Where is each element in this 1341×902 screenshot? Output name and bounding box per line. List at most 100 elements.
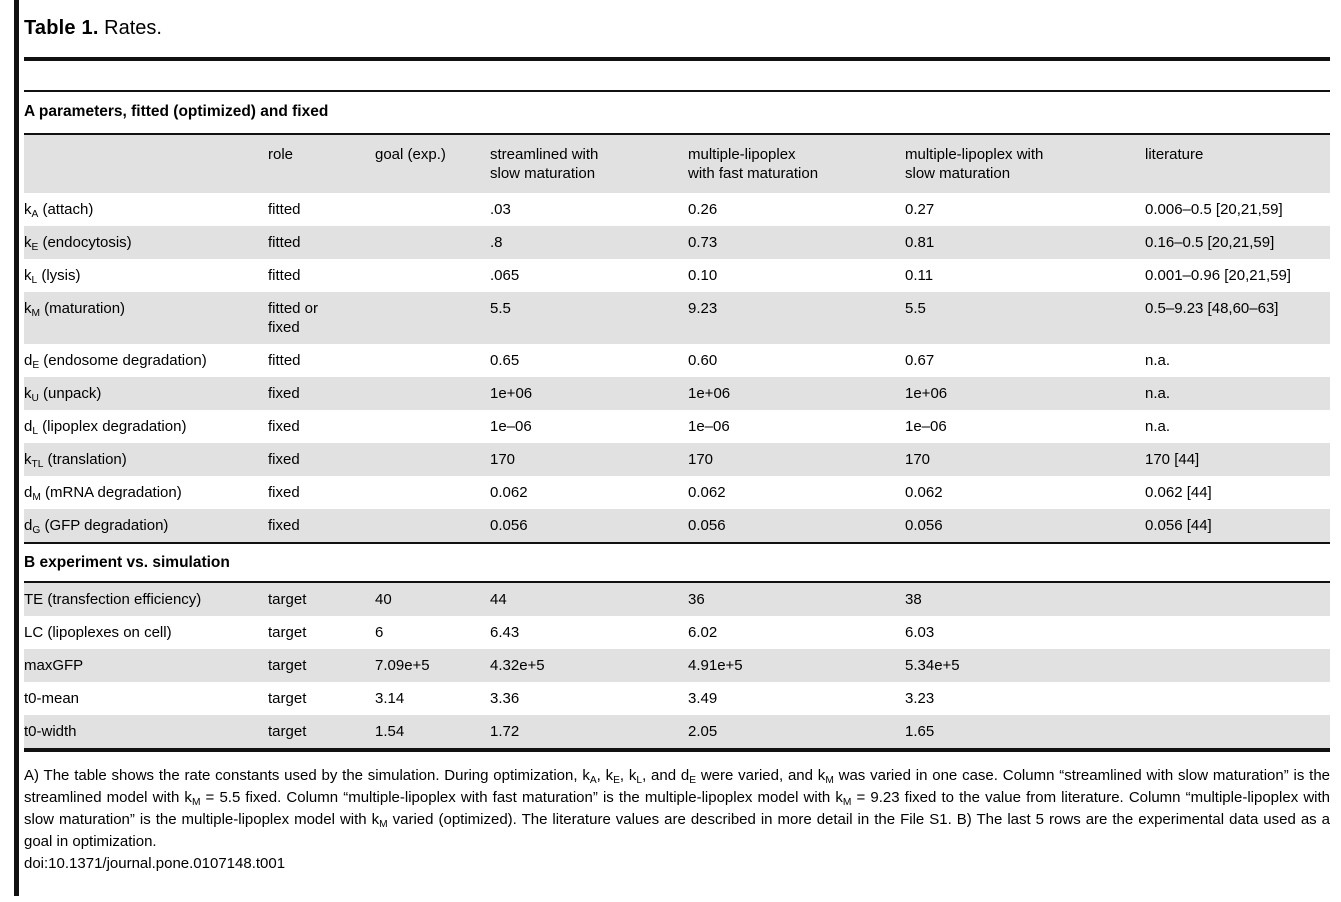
model-multi-slow-cell: 38 <box>905 591 922 608</box>
model-multi-slow-cell: 5.5 <box>905 300 926 317</box>
literature-cell <box>1145 582 1330 616</box>
goal-cell: 7.09e+5 <box>375 657 430 674</box>
model-multi-slow-cell: 1e–06 <box>905 418 947 435</box>
top-thick-rule <box>24 57 1330 61</box>
column-header-streamlined-slow: streamlined with slow maturation <box>490 133 688 193</box>
model-multi-fast-cell: 1e–06 <box>688 418 730 435</box>
model-multi-fast-cell: 9.23 <box>688 300 718 317</box>
param-cell: TE (transfection efficiency) <box>24 591 202 608</box>
header-row: role goal (exp.) streamlined with slow m… <box>24 133 1330 193</box>
literature-cell: 0.006–0.5 [20,21,59] <box>1145 201 1283 218</box>
model-multi-fast-cell: 0.60 <box>688 352 718 369</box>
literature-cell: n.a. <box>1145 352 1171 369</box>
table-row: kM (maturation) fitted or fixed 5.5 9.23 5.5… <box>24 292 1330 344</box>
table-row: dL (lipoplex degradation) fixed 1e–06 1e–06… <box>24 410 1330 443</box>
role-cell: fixed <box>268 451 300 468</box>
upper-thin-rule <box>24 61 1330 92</box>
role-cell: target <box>268 690 307 707</box>
model-streamlined-slow-cell: 3.36 <box>490 690 520 707</box>
role-cell: fitted <box>268 234 301 251</box>
param-cell: dE (endosome degradation) <box>24 352 207 371</box>
goal-cell <box>375 259 490 292</box>
model-streamlined-slow-cell: 1e–06 <box>490 418 532 435</box>
goal-cell: 1.54 <box>375 723 405 740</box>
role-cell: target <box>268 723 307 740</box>
role-cell: fixed <box>268 484 300 501</box>
model-streamlined-slow-cell: 6.43 <box>490 624 520 641</box>
model-multi-fast-cell: 1e+06 <box>688 385 731 402</box>
literature-cell: n.a. <box>1145 418 1171 435</box>
section-b-body: TE (transfection efficiency) target 40 44 36… <box>24 582 1330 750</box>
model-multi-slow-cell: 0.27 <box>905 201 935 218</box>
model-multi-slow-cell: 0.11 <box>905 267 934 284</box>
table-title-label: Table 1. <box>24 17 99 39</box>
literature-cell <box>1145 649 1330 682</box>
model-multi-slow-cell: 0.056 <box>905 517 943 534</box>
table-row: kA (attach) fitted .03 0.26 0.27 0.006–0.5 [2… <box>24 193 1330 226</box>
goal-cell <box>375 344 490 377</box>
table-row: kE (endocytosis) fitted .8 0.73 0.81 0.16–0.5… <box>24 226 1330 259</box>
literature-cell: 0.16–0.5 [20,21,59] <box>1145 234 1275 251</box>
literature-cell <box>1145 715 1330 750</box>
table-row: kL (lysis) fitted .065 0.10 0.11 0.001–0.96 [… <box>24 259 1330 292</box>
model-multi-fast-cell: 0.26 <box>688 201 718 218</box>
model-streamlined-slow-cell: 0.062 <box>490 484 528 501</box>
column-header-goal: goal (exp.) <box>375 133 490 193</box>
param-cell: dM (mRNA degradation) <box>24 484 182 503</box>
table-row: dG (GFP degradation) fixed 0.056 0.056 0.056… <box>24 509 1330 543</box>
goal-cell: 40 <box>375 591 392 608</box>
param-cell: t0-mean <box>24 690 80 707</box>
table-footnote: A) The table shows the rate constants us… <box>24 767 1331 850</box>
goal-cell <box>375 509 490 543</box>
table-row: t0-mean target 3.14 3.36 3.49 3.23 <box>24 682 1330 715</box>
table-row: dE (endosome degradation) fitted 0.65 0.60 0… <box>24 344 1330 377</box>
model-multi-fast-cell: 0.73 <box>688 234 718 251</box>
role-cell: target <box>268 657 307 674</box>
column-header-literature: literature <box>1145 133 1330 193</box>
model-multi-slow-cell: 6.03 <box>905 624 935 641</box>
role-cell: target <box>268 591 307 608</box>
goal-cell: 3.14 <box>375 690 405 707</box>
model-multi-slow-cell: 0.81 <box>905 234 935 251</box>
section-b-heading-row: B experiment vs. simulation <box>24 542 1330 583</box>
model-multi-fast-cell: 0.10 <box>688 267 718 284</box>
role-cell: fitted <box>268 267 301 284</box>
table-row: TE (transfection efficiency) target 40 44 36… <box>24 582 1330 616</box>
rates-table: role goal (exp.) streamlined with slow m… <box>24 133 1330 752</box>
table-row: maxGFP target 7.09e+5 4.32e+5 4.91e+5 5.34e+5 <box>24 649 1330 682</box>
role-cell: fitted <box>268 201 301 218</box>
model-multi-slow-cell: 1.65 <box>905 723 935 740</box>
goal-cell <box>375 476 490 509</box>
model-multi-slow-cell: 1e+06 <box>905 385 948 402</box>
goal-cell <box>375 193 490 226</box>
model-multi-fast-cell: 36 <box>688 591 705 608</box>
param-cell: dL (lipoplex degradation) <box>24 418 187 437</box>
goal-cell <box>375 292 490 344</box>
table-container: Table 1. Rates. A parameters, fitted (op… <box>24 0 1330 875</box>
param-cell: kU (unpack) <box>24 385 102 404</box>
literature-cell <box>1145 616 1330 649</box>
table-row: LC (lipoplexes on cell) target 6 6.43 6.02 6.… <box>24 616 1330 649</box>
role-cell: fixed <box>268 517 300 534</box>
model-streamlined-slow-cell: 0.65 <box>490 352 520 369</box>
param-cell: kE (endocytosis) <box>24 234 132 253</box>
model-streamlined-slow-cell: .065 <box>490 267 520 284</box>
param-cell: t0-width <box>24 723 77 740</box>
param-cell: LC (lipoplexes on cell) <box>24 624 172 641</box>
goal-cell <box>375 410 490 443</box>
role-cell: fitted or fixed <box>268 300 319 336</box>
column-header-multi-fast: multiple-lipoplex with fast maturation <box>688 133 905 193</box>
column-header-param <box>24 133 268 193</box>
model-multi-fast-cell: 0.062 <box>688 484 726 501</box>
model-multi-slow-cell: 0.062 <box>905 484 943 501</box>
role-cell: target <box>268 624 307 641</box>
table-title: Table 1. Rates. <box>24 0 1330 43</box>
model-multi-fast-cell: 4.91e+5 <box>688 657 743 674</box>
model-streamlined-slow-cell: 170 <box>490 451 516 468</box>
role-cell: fixed <box>268 418 300 435</box>
doi-line: doi:10.1371/journal.pone.0107148.t001 <box>24 855 286 872</box>
model-multi-slow-cell: 170 <box>905 451 931 468</box>
model-multi-slow-cell: 0.67 <box>905 352 935 369</box>
table-title-caption: Rates. <box>104 17 162 39</box>
goal-cell <box>375 377 490 410</box>
